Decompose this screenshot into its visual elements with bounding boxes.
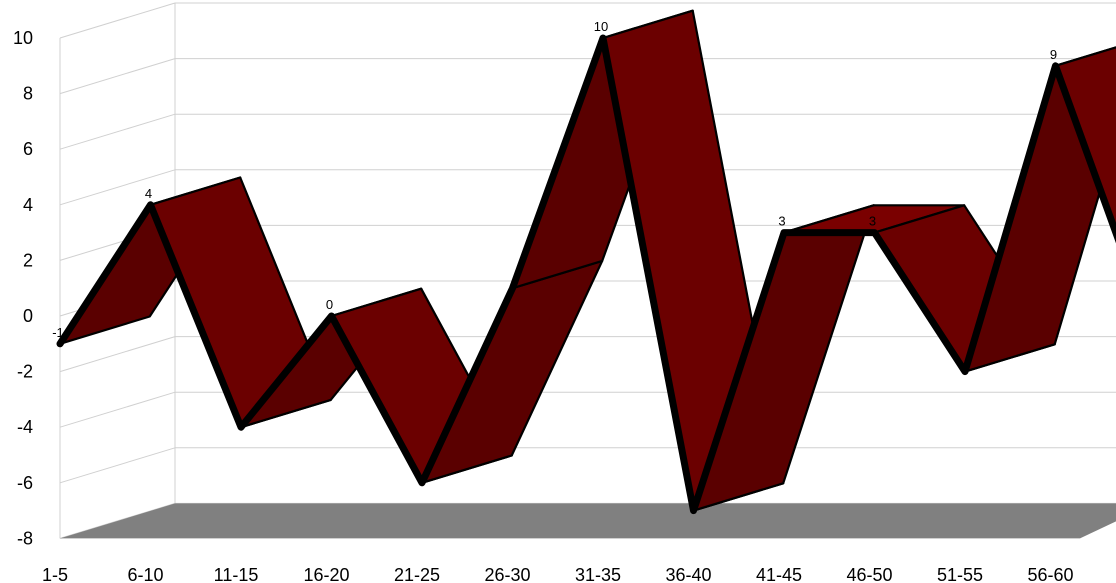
data-label: 3	[778, 214, 785, 229]
data-labels: -1 4 0 10 3 3 9	[52, 19, 1057, 340]
y-tick-label: -8	[17, 528, 33, 548]
gridline-side	[59, 336, 176, 373]
x-tick-label: 51-55	[937, 565, 983, 583]
gridline-side	[59, 169, 176, 206]
data-label: 9	[1050, 47, 1057, 62]
x-tick-label: 31-35	[575, 565, 621, 583]
x-tick-label: 16-20	[303, 565, 349, 583]
y-tick-label: -2	[17, 362, 33, 382]
ribbon-front-line	[56, 34, 1116, 515]
data-label: -1	[52, 325, 64, 340]
x-tick-label: 26-30	[484, 565, 530, 583]
y-tick-label: -4	[17, 417, 33, 437]
y-axis-tick-labels: -8 -6 -4 -2 0 2 4 6 8 10	[13, 28, 33, 548]
x-tick-label: 56-60	[1027, 565, 1073, 583]
data-label: 10	[594, 19, 608, 34]
data-label: 0	[326, 297, 333, 312]
ribbon-series	[56, 9, 1116, 515]
x-tick-label: 21-25	[394, 565, 440, 583]
chart-floor	[60, 503, 1116, 539]
y-tick-label: 2	[23, 250, 33, 270]
gridline-side	[59, 58, 176, 95]
gridline-side	[59, 447, 176, 484]
y-tick-label: 4	[23, 195, 33, 215]
x-tick-label: 36-40	[665, 565, 711, 583]
y-tick-label: 10	[13, 28, 33, 48]
x-tick-label: 11-15	[214, 565, 259, 583]
x-tick-label: 6-10	[127, 565, 163, 583]
gridline-side	[59, 391, 176, 428]
data-label: 3	[869, 214, 876, 229]
x-tick-label: 41-45	[756, 565, 802, 583]
gridline-side	[59, 113, 176, 150]
y-tick-label: 6	[23, 139, 33, 159]
gridline-side	[59, 2, 176, 39]
y-tick-label: 0	[23, 306, 33, 326]
y-tick-label: 8	[23, 84, 33, 104]
floor-plane	[60, 503, 1116, 539]
x-tick-label: 46-50	[846, 565, 892, 583]
x-tick-label: 1-5	[42, 565, 68, 583]
y-tick-label: -6	[17, 473, 33, 493]
data-label: 4	[145, 186, 152, 201]
x-axis-tick-labels: 1-5 6-10 11-15 16-20 21-25 26-30 31-35 36-40 41-…	[42, 565, 1074, 583]
